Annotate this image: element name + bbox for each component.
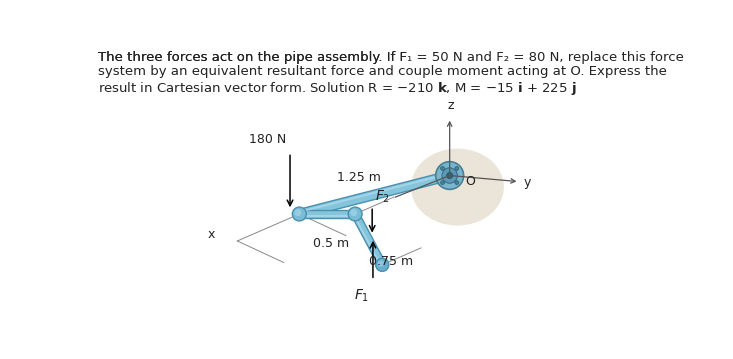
Text: x: x: [208, 228, 216, 241]
Text: y: y: [523, 176, 531, 189]
Text: z: z: [448, 99, 454, 112]
Circle shape: [435, 162, 464, 190]
Polygon shape: [353, 214, 382, 266]
Polygon shape: [352, 212, 386, 267]
Circle shape: [446, 172, 453, 178]
Circle shape: [441, 181, 444, 185]
Text: O: O: [465, 175, 475, 188]
Circle shape: [455, 181, 459, 185]
Circle shape: [292, 207, 306, 221]
Text: system by an equivalent resultant force and couple moment acting at O. Express t: system by an equivalent resultant force …: [97, 65, 667, 78]
Polygon shape: [298, 171, 451, 219]
Circle shape: [377, 260, 384, 267]
Circle shape: [441, 167, 444, 171]
Text: The three forces act on the pipe assembly. If F₁ = 50 N and F₂ = 80 N, replace t: The three forces act on the pipe assembl…: [97, 51, 684, 64]
Text: result in Cartesian vector form. Solution R = $-$210 $\mathbf{k}$, M = $-$15 $\m: result in Cartesian vector form. Solutio…: [97, 80, 576, 97]
Text: 180 N: 180 N: [249, 133, 286, 146]
Circle shape: [376, 258, 388, 271]
Polygon shape: [299, 210, 355, 218]
Text: 0.5 m: 0.5 m: [313, 237, 349, 250]
Text: 1.25 m: 1.25 m: [337, 171, 381, 184]
Text: $F_2$: $F_2$: [375, 188, 391, 205]
Circle shape: [455, 167, 459, 171]
Text: $F_1$: $F_1$: [354, 288, 369, 304]
Circle shape: [348, 207, 362, 221]
Polygon shape: [298, 173, 449, 213]
Polygon shape: [299, 215, 355, 216]
Circle shape: [295, 209, 301, 216]
Circle shape: [350, 209, 357, 216]
Ellipse shape: [411, 149, 504, 225]
Text: The three forces act on the pipe assembly. If F: The three forces act on the pipe assembl…: [97, 51, 407, 64]
Circle shape: [442, 168, 457, 183]
Text: 0.75 m: 0.75 m: [369, 255, 413, 268]
